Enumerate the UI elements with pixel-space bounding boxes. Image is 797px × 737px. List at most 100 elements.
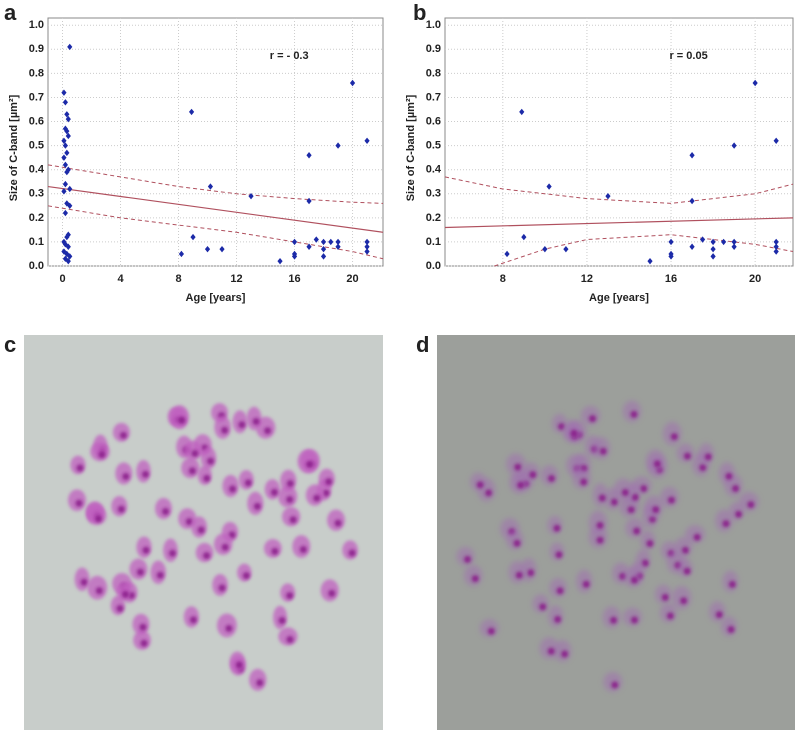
y-tick-label: 0.3	[426, 188, 441, 200]
centromere	[553, 524, 561, 532]
data-point	[306, 152, 312, 159]
centromere	[238, 421, 246, 429]
centromere	[203, 474, 211, 482]
chromosome	[90, 442, 110, 462]
chromosome	[282, 506, 301, 527]
chromosome	[722, 570, 739, 593]
centromere	[235, 661, 243, 669]
centromere	[286, 496, 294, 504]
data-point	[349, 79, 356, 87]
centromere	[252, 417, 260, 425]
annotation: r = 0.05	[669, 50, 707, 62]
chromosome	[86, 506, 107, 526]
centromere	[197, 526, 205, 534]
centromere	[693, 533, 701, 541]
centromere	[80, 578, 88, 586]
centromere	[286, 480, 294, 488]
centromere	[185, 518, 193, 526]
chromosome	[136, 459, 151, 483]
data-point	[65, 257, 71, 265]
centromere	[596, 536, 604, 544]
centromere	[221, 543, 229, 551]
centromere	[306, 460, 314, 468]
centromere	[610, 616, 618, 624]
y-tick-label: 0.5	[29, 140, 44, 152]
centromere	[121, 590, 129, 598]
chromosome	[685, 525, 706, 544]
centromere	[582, 580, 590, 588]
chromosome	[150, 560, 166, 585]
chromosome	[506, 453, 526, 475]
centromere	[487, 627, 495, 635]
centromere	[652, 506, 660, 514]
centromere	[191, 449, 199, 457]
chromosome	[622, 400, 642, 423]
chromosome	[112, 422, 130, 442]
chromosome	[132, 613, 150, 635]
chromosome	[662, 421, 682, 446]
chromosome	[263, 538, 282, 558]
y-tick-label: 0.6	[29, 115, 44, 127]
data-point	[668, 253, 674, 260]
centromere	[611, 681, 619, 689]
y-axis-label: Size of C-band [µm²]	[8, 94, 20, 201]
data-point	[546, 183, 552, 190]
centromere	[715, 611, 723, 619]
chromosome	[644, 495, 664, 518]
data-point	[61, 154, 67, 161]
y-tick-label: 0.4	[426, 164, 442, 176]
centromere	[513, 539, 521, 547]
centromere	[722, 520, 730, 528]
chromosome	[576, 569, 593, 593]
centromere	[117, 505, 125, 513]
data-point	[61, 89, 67, 96]
y-tick-label: 0.9	[29, 43, 44, 55]
data-point	[306, 243, 312, 250]
x-axis-label: Age [years]	[186, 292, 246, 304]
confidence-band	[494, 234, 794, 267]
chromosome	[532, 594, 549, 614]
chromosome	[200, 446, 217, 470]
centromere	[162, 508, 170, 516]
centromere	[666, 612, 674, 620]
centromere	[75, 499, 83, 507]
data-point	[731, 142, 737, 149]
centromere	[641, 559, 649, 567]
centromere	[139, 623, 147, 631]
centromere	[704, 453, 712, 461]
centromere	[156, 571, 164, 579]
y-tick-label: 0.2	[426, 212, 441, 224]
chromosome	[718, 462, 735, 485]
data-point	[689, 243, 695, 250]
data-point	[64, 111, 70, 118]
chromosome	[672, 586, 692, 610]
chromosome	[183, 440, 202, 461]
data-point	[320, 245, 327, 253]
data-point	[178, 250, 185, 258]
data-point	[710, 253, 716, 260]
centromere	[325, 478, 333, 486]
centromere	[699, 463, 707, 471]
centromere	[561, 650, 569, 658]
data-point	[335, 238, 341, 246]
data-point	[710, 245, 716, 253]
data-point	[710, 238, 716, 246]
centromere	[289, 516, 297, 524]
chromosome	[136, 536, 152, 559]
plot-area	[47, 17, 384, 267]
centromere	[270, 488, 278, 496]
centromere	[599, 447, 607, 455]
chromosome	[580, 406, 601, 426]
data-point	[190, 233, 196, 241]
data-point	[67, 253, 73, 260]
chromosome	[87, 575, 108, 600]
data-point	[306, 197, 312, 205]
centromere	[189, 616, 197, 624]
chromosome	[522, 462, 540, 481]
centromere	[725, 472, 733, 480]
fit-line	[444, 217, 794, 229]
chromosome	[318, 468, 335, 489]
centromere	[264, 427, 272, 435]
centromere	[539, 603, 547, 611]
centromere	[514, 463, 522, 471]
